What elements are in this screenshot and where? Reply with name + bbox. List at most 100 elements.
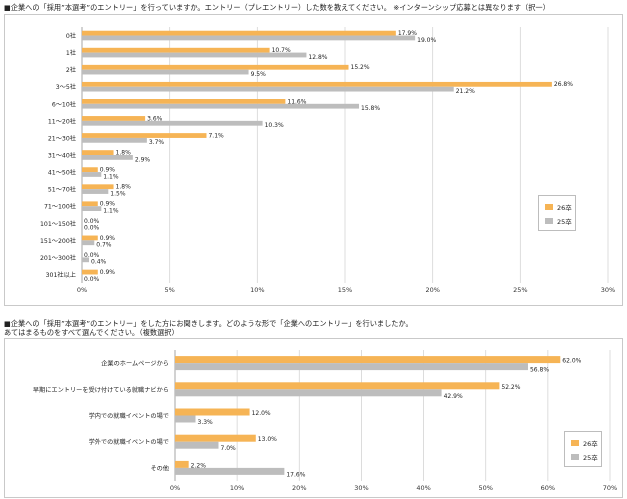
bar-26 (82, 201, 98, 207)
data-label-26: 10.7% (272, 47, 291, 54)
bar-25 (82, 172, 102, 177)
legend-swatch-25 (545, 218, 553, 224)
category-label: 41～50社 (48, 169, 76, 177)
category-label: 201～300社 (40, 254, 76, 262)
data-label-26: 3.6% (147, 115, 163, 122)
category-label: 6～10社 (52, 100, 76, 108)
category-label: 31～40社 (48, 152, 76, 160)
bar-25 (175, 467, 285, 475)
data-label-26: 0.0% (84, 252, 100, 259)
chart2-question-line2: あてはまるものをすべて選んでください。（複数選択） (4, 328, 179, 337)
data-label-26: 26.8% (554, 81, 573, 88)
category-label: 51～70社 (48, 186, 76, 194)
data-label-25: 0.0% (84, 225, 100, 232)
bar-25 (82, 137, 147, 143)
data-label-26: 0.9% (100, 269, 116, 276)
bar-25 (82, 257, 90, 263)
category-label: 151～200社 (40, 237, 76, 245)
bar-26 (82, 47, 270, 53)
legend-swatch-25 (571, 454, 579, 460)
bar-26 (175, 382, 500, 390)
category-label: 早期にエントリーを受け付けている就職ナビから (33, 386, 169, 394)
bar-26 (82, 167, 98, 173)
bar-26 (175, 408, 250, 416)
data-label-25: 9.5% (251, 71, 267, 78)
bar-26 (175, 460, 189, 468)
data-label-26: 2.2% (191, 462, 207, 469)
data-label-26: 11.6% (287, 98, 306, 105)
bar-26 (82, 269, 98, 275)
chart2-legend: 26卒 25卒 (564, 431, 602, 467)
data-label-25: 0.0% (84, 276, 100, 283)
data-label-25: 3.7% (149, 139, 165, 146)
x-tick-label: 25% (513, 286, 527, 294)
data-label-25: 42.9% (444, 393, 463, 400)
category-label: 0社 (66, 32, 76, 40)
bar-26 (82, 184, 114, 190)
x-tick-label: 0% (170, 484, 180, 492)
x-tick-label: 40% (416, 484, 430, 492)
legend-label-26: 26卒 (557, 204, 572, 212)
data-label-25: 0.7% (96, 242, 112, 249)
bar-26 (82, 235, 98, 241)
bar-25 (82, 86, 454, 92)
x-tick-label: 20% (292, 484, 306, 492)
legend-swatch-26 (571, 440, 579, 446)
data-label-25: 1.1% (103, 173, 119, 180)
bar-26 (82, 150, 114, 155)
bar-25 (175, 389, 442, 397)
chart1-legend: 26卒 25卒 (538, 195, 576, 231)
bar-26 (82, 64, 349, 70)
legend-label-25: 25卒 (557, 218, 572, 226)
category-label: 21～30社 (48, 134, 76, 142)
bar-25 (82, 103, 360, 109)
bar-25 (82, 52, 307, 58)
data-label-26: 0.9% (100, 201, 116, 208)
legend-label-26: 26卒 (583, 440, 598, 448)
bar-26 (175, 356, 561, 364)
x-tick-label: 0% (77, 286, 87, 294)
data-label-25: 1.5% (110, 190, 126, 197)
bar-25 (175, 441, 219, 449)
bar-25 (82, 120, 263, 126)
data-label-25: 56.8% (530, 367, 549, 374)
category-label: 企業のホームページから (101, 360, 169, 368)
data-label-25: 12.8% (308, 54, 327, 61)
x-tick-label: 70% (603, 484, 617, 492)
data-label-26: 0.0% (84, 218, 100, 225)
bar-26 (82, 30, 396, 36)
category-label: 2社 (66, 66, 76, 74)
bar-26 (82, 81, 552, 87)
x-tick-label: 20% (425, 286, 439, 294)
data-label-26: 12.0% (252, 410, 271, 417)
data-label-25: 2.9% (135, 156, 151, 163)
x-tick-label: 30% (601, 286, 615, 294)
chart2-question-line1: ■企業への「採用”本選考”のエントリー」をした方にお聞きします。どのような形で「… (4, 319, 413, 328)
chart2-plot: 0% 10% 20% 30% 40% 50% 60% 70% 企業のホームページから 62.0% 5… (33, 350, 617, 492)
data-label-26: 0.9% (100, 167, 116, 174)
data-label-26: 62.0% (562, 358, 581, 365)
legend-label-25: 25卒 (583, 454, 598, 462)
data-label-26: 13.0% (258, 436, 277, 443)
data-label-25: 19.0% (417, 37, 436, 44)
chart1-plot: 0% 5% 10% 15% 20% 25% 30% 0社 17.9%19.0% 1社 10.7% 12… (40, 27, 615, 294)
data-label-25: 1.1% (103, 208, 119, 215)
data-label-25: 3.3% (198, 419, 214, 426)
x-tick-label: 10% (250, 286, 264, 294)
data-label-25: 0.4% (91, 259, 107, 266)
x-tick-label: 15% (338, 286, 352, 294)
bar-26 (82, 99, 286, 104)
data-label-25: 7.0% (221, 445, 237, 452)
data-label-25: 17.6% (286, 471, 305, 478)
data-label-26: 52.2% (501, 384, 520, 391)
category-label: 11～20社 (48, 117, 76, 125)
bar-26 (82, 133, 207, 138)
bar-25 (82, 206, 102, 211)
data-label-26: 0.9% (100, 235, 116, 242)
data-label-25: 15.8% (361, 105, 380, 112)
bar-25 (175, 415, 196, 423)
bar-25 (82, 69, 249, 75)
bar-25 (82, 35, 416, 41)
data-label-26: 17.9% (398, 30, 417, 37)
